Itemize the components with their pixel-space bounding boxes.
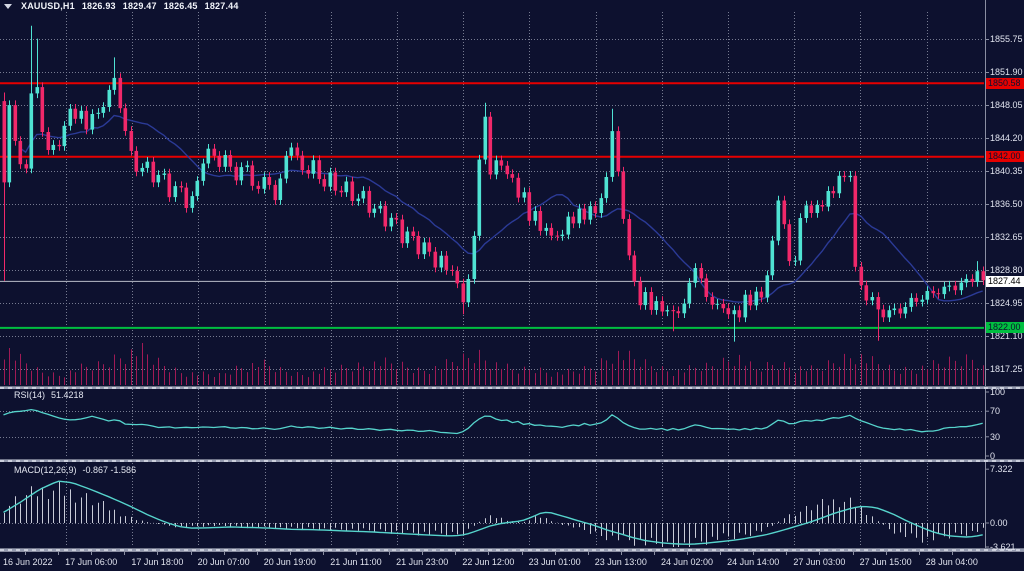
time-axis-label: 21 Jun 23:00: [396, 557, 449, 567]
ohlc-close: 1827.44: [204, 1, 239, 11]
macd-panel-resize-handle[interactable]: [0, 459, 1024, 462]
rsi-name: RSI(14): [14, 390, 46, 400]
time-axis-label: 23 Jun 13:00: [594, 557, 647, 567]
volume-bars-layer: [4, 343, 984, 385]
time-axis-label: 24 Jun 14:00: [727, 557, 780, 567]
price-axis-label: 1817.25: [990, 363, 1023, 374]
level-price-badge: 1822.00: [986, 322, 1024, 333]
time-axis-label: 20 Jun 19:00: [263, 557, 316, 567]
macd-axis-label: -3.621: [990, 542, 1016, 552]
time-axis-label: 21 Jun 11:00: [330, 557, 382, 567]
time-axis-resize-handle[interactable]: [0, 548, 1024, 551]
current-price-badge: 1827.44: [986, 276, 1024, 287]
symbol-timeframe: XAUUSD,H1: [21, 1, 75, 11]
rsi-panel: [0, 391, 989, 457]
rsi-value: 51.4218: [51, 390, 84, 400]
time-axis-label: 22 Jun 12:00: [462, 557, 515, 567]
price-axis-label: 1855.75: [990, 34, 1023, 44]
price-axis-label: 1824.95: [990, 297, 1023, 308]
time-axis-label: 17 Jun 18:00: [131, 557, 184, 567]
time-axis-label: 27 Jun 15:00: [859, 557, 912, 567]
rsi-axis-label: 100: [990, 387, 1006, 397]
macd-axis-label: 0.00: [990, 518, 1008, 528]
ohlc-open: 1826.93: [81, 1, 116, 11]
rsi-axis-label: 70: [990, 406, 1001, 417]
macd-indicator-label: MACD(12,26,9) -0.867 -1.586: [14, 465, 136, 475]
macd-value: -0.867 -1.586: [82, 465, 137, 475]
rsi-indicator-label: RSI(14) 51.4218: [14, 390, 84, 400]
ohlc-toggle-icon[interactable]: [4, 3, 12, 9]
ohlc-high: 1829.47: [122, 1, 157, 11]
rsi-axis-label: 30: [990, 431, 1001, 442]
price-axis-label: 1844.20: [990, 132, 1023, 143]
rsi-line: [3, 408, 983, 435]
price-axis-label: 1840.35: [990, 165, 1023, 176]
macd-histogram: [4, 481, 984, 547]
price-axis-label: 1851.90: [990, 66, 1023, 77]
time-axis-label: 17 Jun 06:00: [65, 557, 118, 567]
macd-axis-label: 7.322: [990, 464, 1013, 475]
price-axis-label: 1821.10: [990, 330, 1023, 341]
price-axis-label: 1828.80: [990, 264, 1023, 275]
moving-average-line: [19, 114, 983, 303]
price-axis-label: 1836.50: [990, 198, 1023, 209]
macd-panel: [0, 468, 989, 548]
macd-signal-line: [3, 480, 983, 545]
grid-layer: [0, 12, 989, 547]
price-axis-label: 1848.05: [990, 99, 1023, 110]
time-axis-label: 20 Jun 07:00: [197, 557, 250, 567]
price-axis-label: 1832.65: [990, 231, 1023, 242]
time-axis-label: 28 Jun 04:00: [925, 557, 978, 567]
time-axis-label: 27 Jun 03:00: [793, 557, 846, 567]
time-axis-label: 23 Jun 01:00: [528, 557, 581, 567]
time-axis-label: 24 Jun 02:00: [660, 557, 714, 567]
time-axis-label: 16 Jun 2022: [3, 557, 53, 567]
ohlc-low: 1826.45: [163, 1, 198, 11]
macd-name: MACD(12,26,9): [14, 465, 77, 475]
candles-layer: [2, 25, 986, 342]
rsi-axis-label: 0: [990, 451, 996, 461]
level-price-badge: 1842.00: [986, 151, 1024, 162]
level-price-badge: 1850.58: [986, 78, 1024, 89]
chart-title: XAUUSD,H1 1826.93 1829.47 1826.45 1827.4…: [4, 1, 239, 11]
rsi-panel-resize-handle[interactable]: [0, 386, 1024, 389]
